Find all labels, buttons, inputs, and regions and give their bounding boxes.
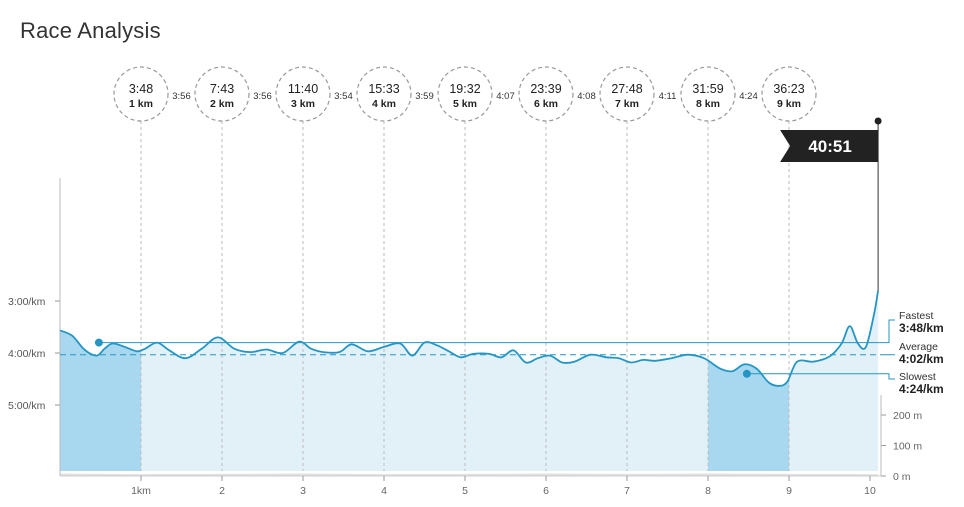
split-km-label: 5 km [453,98,477,110]
split-km-label: 4 km [372,98,396,110]
split-time: 7:43 [210,82,234,96]
split-circle [113,66,169,122]
split-pace-label: 4:07 [496,91,515,102]
split-marker: 36:23 9 km [761,66,817,122]
x-tick-label: 4 [381,485,387,497]
split-pace-label: 4:08 [577,91,596,102]
split-circle [356,66,412,122]
split-circle [437,66,493,122]
x-tick-label: 9 [786,485,792,497]
elevation-layer [60,473,879,476]
split-km-label: 6 km [534,98,558,110]
split-time: 27:48 [611,82,642,96]
pace-tick-label: 4:00/km [8,348,46,360]
pace-line [59,290,879,387]
split-time: 31:59 [692,82,723,96]
pace-tick-label: 5:00/km [8,400,46,412]
split-marker: 31:59 8 km 4:24 [680,66,758,122]
split-km-label: 1 km [129,98,153,110]
split-time: 36:23 [773,82,804,96]
stat-name-slowest: Slowest [899,371,936,383]
elevation-area [60,473,879,476]
split-time: 3:48 [129,82,153,96]
stat-name-average: Average [899,341,938,353]
fastest-bracket [881,319,895,344]
x-tick-label: 1km [131,485,151,497]
split-time: 23:39 [530,82,561,96]
split-time: 11:40 [288,82,318,96]
split-circle [680,66,736,122]
split-pace-label: 4:11 [659,91,677,102]
split-time: 15:33 [368,82,399,96]
split-km-label: 9 km [777,98,801,110]
split-marker: 23:39 6 km 4:08 [518,66,596,122]
split-circle [275,66,331,122]
stat-name-fastest: Fastest [899,310,934,322]
split-circle [599,66,655,122]
page-title: Race Analysis [20,18,161,43]
pace-tick-label: 3:00/km [8,296,46,308]
x-tick-label: 2 [219,485,225,497]
split-km-label: 2 km [210,98,234,110]
stat-value-average: 4:02/km [899,352,944,366]
split-marker: 27:48 7 km 4:11 [599,66,677,122]
split-circle [194,66,250,122]
split-pace-label: 3:56 [172,91,191,102]
axes-layer: 3:00/km 4:00/km 5:00/km 0 m 100 m 200 m 1km 2 3 4… [8,178,922,497]
split-pace-label: 4:24 [739,91,758,102]
fastest-km-area [60,330,141,471]
split-marker: 7:43 2 km 3:56 [194,66,272,122]
x-tick-label: 6 [543,485,549,497]
stat-value-fastest: 3:48/km [899,321,944,335]
split-marker: 3:48 1 km 3:56 [113,66,191,122]
split-guides-layer [140,121,790,471]
x-tick-label: 3 [300,485,306,497]
split-pace-label: 3:59 [415,91,434,102]
split-pace-label: 3:56 [253,91,272,102]
split-pace-label: 3:54 [334,91,353,102]
x-tick-label: 10 [864,485,876,497]
pace-area-layer [60,290,879,471]
split-time: 19:32 [449,82,480,96]
split-km-label: 7 km [615,98,639,110]
finish-time: 40:51 [808,137,851,156]
stat-value-slowest: 4:24/km [899,382,944,396]
split-km-label: 3 km [291,98,315,110]
elevation-tick-label: 200 m [893,410,922,422]
pace-area [60,290,879,471]
split-marker: 19:32 5 km 4:07 [437,66,515,122]
finish-pole-top [874,117,882,125]
x-tick-label: 8 [705,485,711,497]
finish-flag [780,130,879,162]
slowest-km-area [708,360,789,471]
finish-flag-layer: 40:51 [780,117,882,291]
split-circle [518,66,574,122]
split-marker: 11:40 3 km 3:54 [275,66,353,122]
x-tick-label: 7 [624,485,630,497]
elevation-tick-label: 0 m [893,471,911,483]
slowest-bracket [881,373,895,380]
elevation-tick-label: 100 m [893,441,922,453]
x-tick-label: 5 [462,485,468,497]
split-marker: 15:33 4 km 3:59 [356,66,434,122]
split-km-label: 8 km [696,98,720,110]
split-circle [761,66,817,122]
